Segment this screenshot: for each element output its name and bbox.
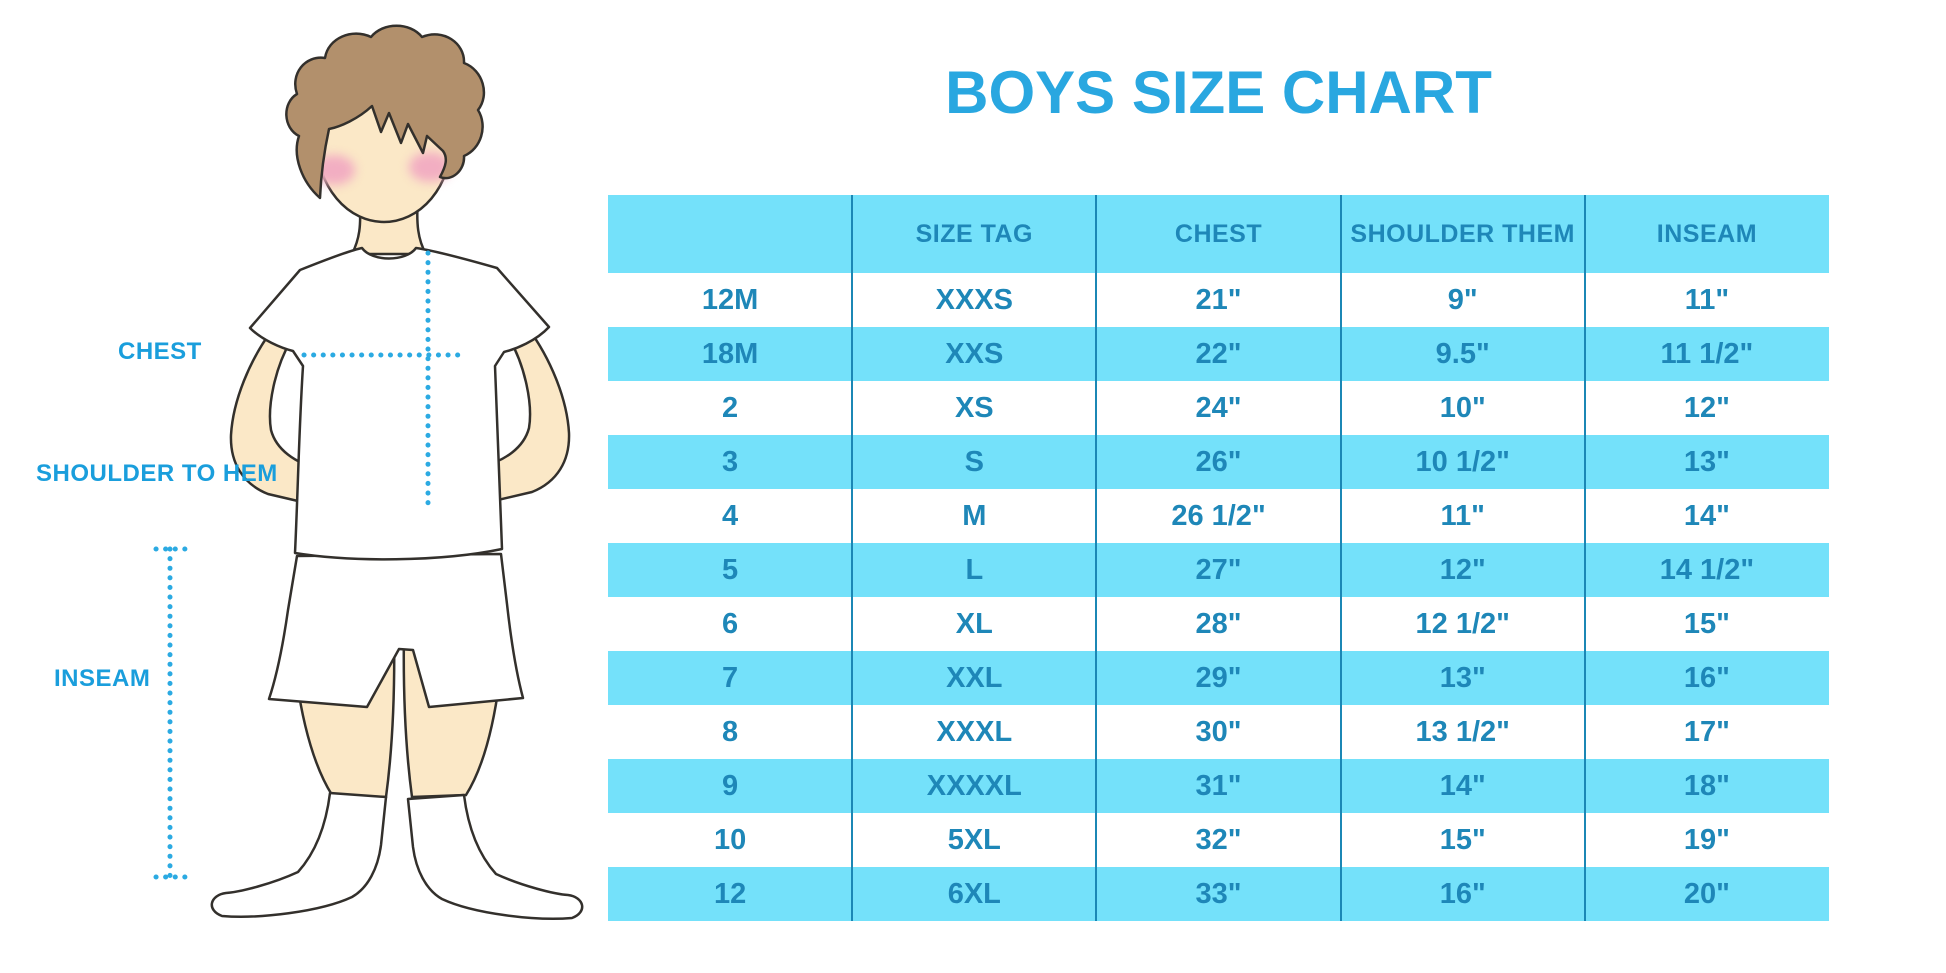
table-cell: 19" bbox=[1683, 823, 1730, 856]
table-cell: XXXXL bbox=[926, 769, 1022, 802]
table-cell: 10 bbox=[713, 823, 747, 856]
header-cell-size bbox=[608, 195, 852, 273]
table-cell: 12 1/2" bbox=[1415, 607, 1510, 640]
table-cell: 16" bbox=[1439, 877, 1486, 910]
table-cell: 12M bbox=[701, 283, 759, 316]
inseam-label: INSEAM bbox=[54, 665, 151, 692]
table-cell: 7 bbox=[722, 661, 739, 694]
header-cell-size-tag: SIZE TAG bbox=[915, 219, 1034, 248]
table-cell: 13 1/2" bbox=[1415, 715, 1510, 748]
table-cell: 10" bbox=[1439, 391, 1486, 424]
table-cell: 5 bbox=[722, 553, 739, 586]
table-row: 7 XXL 29" 13" 16" bbox=[608, 651, 1829, 705]
table-cell: XL bbox=[955, 607, 993, 640]
table-body: 12M XXXS 21" 9" 11" 18M XXS 22" 9.5" 11 1/2" 2 XS 24… bbox=[608, 273, 1829, 921]
chest-label: CHEST bbox=[118, 338, 202, 365]
table-row: 6 XL 28" 12 1/2" 15" bbox=[608, 597, 1829, 651]
table-cell: 24" bbox=[1195, 391, 1242, 424]
table-cell: 27" bbox=[1195, 553, 1242, 586]
table-cell: 32" bbox=[1195, 823, 1242, 856]
table-cell: 10 1/2" bbox=[1415, 445, 1510, 478]
table-cell: XS bbox=[954, 391, 994, 424]
table-cell: 9" bbox=[1447, 283, 1478, 316]
table-cell: 30" bbox=[1195, 715, 1242, 748]
table-row: 10 5XL 32" 15" 19" bbox=[608, 813, 1829, 867]
column-divider bbox=[851, 195, 854, 921]
left-sock bbox=[210, 791, 388, 918]
table-cell: 6XL bbox=[947, 877, 1001, 910]
column-divider bbox=[1339, 195, 1342, 921]
size-table: SIZE TAG CHEST SHOULDER THEM INSEAM 12M X… bbox=[608, 195, 1829, 921]
table-cell: XXL bbox=[946, 661, 1003, 694]
table-row: 12M XXXS 21" 9" 11" bbox=[608, 273, 1829, 327]
table-cell: 2 bbox=[722, 391, 739, 424]
table-row: 12 6XL 33" 16" 20" bbox=[608, 867, 1829, 921]
table-cell: 28" bbox=[1195, 607, 1242, 640]
table-cell: 9.5" bbox=[1435, 337, 1490, 370]
table-cell: 3 bbox=[722, 445, 739, 478]
table-cell: 18M bbox=[701, 337, 759, 370]
table-cell: 4 bbox=[722, 499, 739, 532]
table-row: 18M XXS 22" 9.5" 11 1/2" bbox=[608, 327, 1829, 381]
table-row: 2 XS 24" 10" 12" bbox=[608, 381, 1829, 435]
table-cell: 12 bbox=[713, 877, 747, 910]
shoulder-to-hem-label: SHOULDER TO HEM bbox=[36, 460, 278, 487]
table-cell: XXS bbox=[945, 337, 1004, 370]
table-cell: XXXL bbox=[936, 715, 1013, 748]
table-cell: 31" bbox=[1195, 769, 1242, 802]
table-cell: 13" bbox=[1683, 445, 1730, 478]
table-cell: XXXS bbox=[935, 283, 1013, 316]
table-cell: 26" bbox=[1195, 445, 1242, 478]
table-row: 3 S 26" 10 1/2" 13" bbox=[608, 435, 1829, 489]
table-cell: 11" bbox=[1684, 283, 1730, 316]
page-title: BOYS SIZE CHART bbox=[945, 59, 1492, 126]
table-row: 4 M 26 1/2" 11" 14" bbox=[608, 489, 1829, 543]
table-cell: 6 bbox=[722, 607, 739, 640]
table-cell: 14" bbox=[1683, 499, 1730, 532]
table-cell: 33" bbox=[1195, 877, 1242, 910]
table-cell: 22" bbox=[1195, 337, 1242, 370]
table-header-row: SIZE TAG CHEST SHOULDER THEM INSEAM bbox=[608, 195, 1829, 273]
column-divider bbox=[1095, 195, 1098, 921]
table-cell: 12" bbox=[1439, 553, 1486, 586]
table-cell: 11" bbox=[1440, 499, 1485, 532]
column-divider bbox=[1583, 195, 1586, 921]
table-row: 5 L 27" 12" 14 1/2" bbox=[608, 543, 1829, 597]
table-cell: 18" bbox=[1683, 769, 1730, 802]
boy-illustration bbox=[153, 24, 584, 920]
hair bbox=[285, 24, 486, 200]
table-cell: 12" bbox=[1683, 391, 1730, 424]
table-cell: 14 1/2" bbox=[1659, 553, 1755, 586]
header-cell-chest: CHEST bbox=[1174, 219, 1263, 248]
table-cell: 13" bbox=[1439, 661, 1486, 694]
table-cell: 16" bbox=[1683, 661, 1730, 694]
table-cell: M bbox=[962, 499, 987, 532]
table-cell: 8 bbox=[722, 715, 739, 748]
table-cell: 17" bbox=[1683, 715, 1730, 748]
table-cell: 26 1/2" bbox=[1171, 499, 1266, 532]
measurement-figure: CHEST SHOULDER TO HEM INSEAM bbox=[0, 0, 620, 973]
table-cell: 9 bbox=[722, 769, 739, 802]
table-cell: 11 1/2" bbox=[1660, 337, 1754, 370]
t-shirt bbox=[248, 246, 551, 561]
table-row: 8 XXXL 30" 13 1/2" 17" bbox=[608, 705, 1829, 759]
table-cell: 15" bbox=[1439, 823, 1486, 856]
table-cell: L bbox=[965, 553, 984, 586]
table-cell: 15" bbox=[1683, 607, 1730, 640]
table-cell: 20" bbox=[1683, 877, 1730, 910]
table-cell: 29" bbox=[1195, 661, 1242, 694]
table-cell: S bbox=[964, 445, 984, 478]
shorts bbox=[267, 552, 525, 709]
table-cell: 14" bbox=[1439, 769, 1486, 802]
right-sock bbox=[406, 793, 584, 920]
table-cell: 5XL bbox=[947, 823, 1001, 856]
table-row: 9 XXXXL 31" 14" 18" bbox=[608, 759, 1829, 813]
header-cell-inseam: INSEAM bbox=[1656, 219, 1758, 248]
table-cell: 21" bbox=[1195, 283, 1242, 316]
header-cell-shoulder: SHOULDER THEM bbox=[1350, 219, 1575, 248]
